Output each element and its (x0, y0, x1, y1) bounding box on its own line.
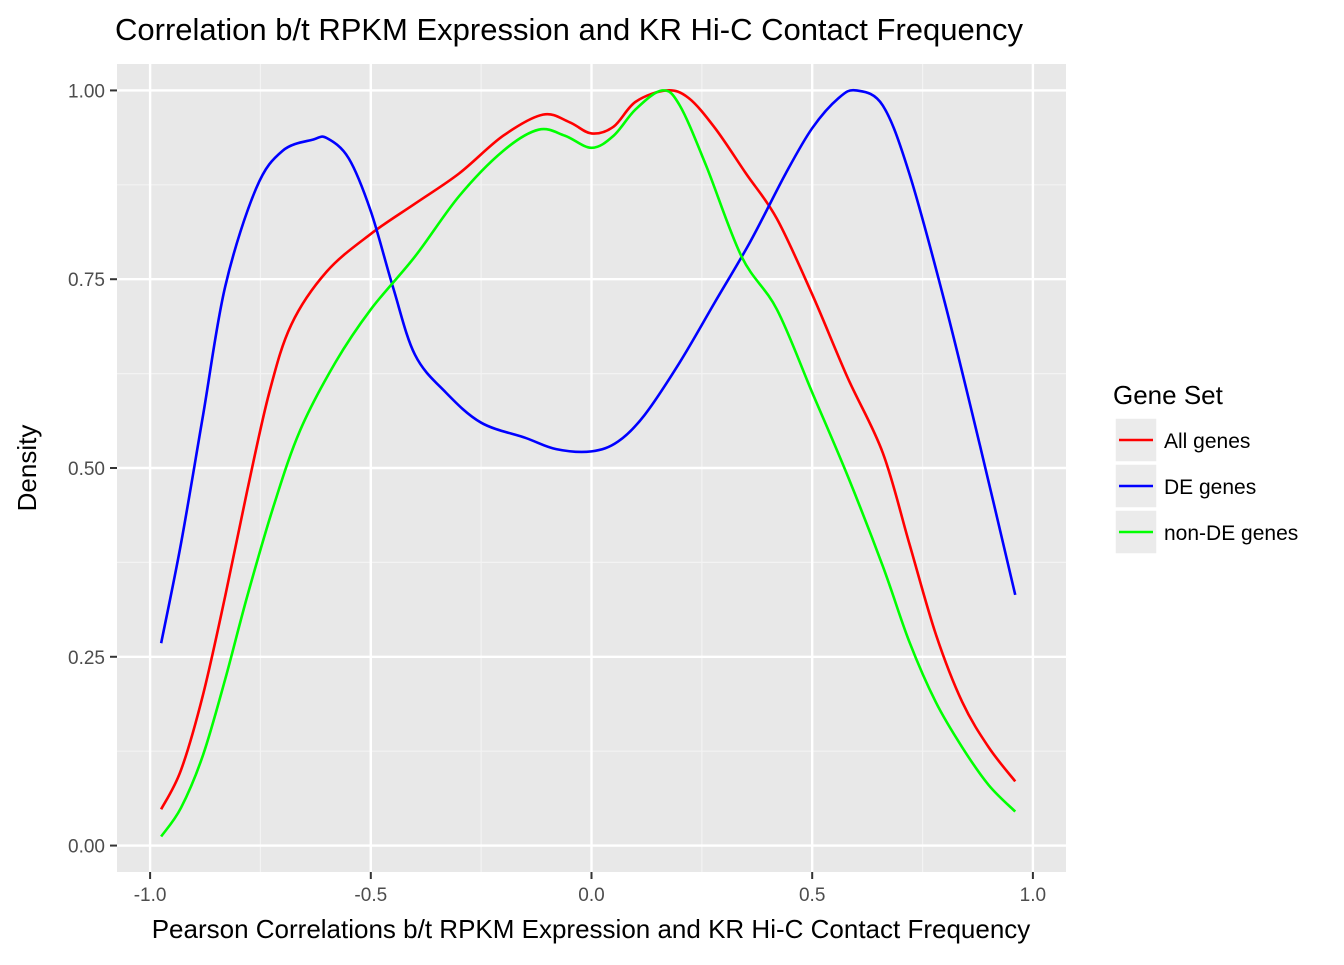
y-tick-label: 0.25 (68, 648, 105, 669)
x-tick-label: -1.0 (134, 885, 167, 906)
y-tick-label: 0.50 (68, 459, 105, 480)
y-axis: 0.00 0.25 0.50 0.75 1.00 (68, 81, 117, 858)
x-axis: -1.0 -0.5 0.0 0.5 1.0 (134, 872, 1046, 906)
x-tick-label: 0.5 (799, 885, 825, 906)
chart-title: Correlation b/t RPKM Expression and KR H… (115, 12, 1023, 47)
series-line-all-genes (159, 89, 1017, 810)
legend: Gene Set All genes DE genes non-DE genes (1113, 380, 1298, 555)
y-tick-label: 0.00 (68, 837, 105, 858)
legend-label-all-genes: All genes (1164, 430, 1250, 453)
legend-label-non-de-genes: non-DE genes (1164, 522, 1298, 545)
legend-label-de-genes: DE genes (1164, 476, 1256, 499)
series-line-de-genes (159, 88, 1017, 644)
x-axis-title: Pearson Correlations b/t RPKM Expression… (152, 914, 1031, 944)
legend-items: All genes DE genes non-DE genes (1114, 417, 1298, 555)
y-tick-label: 0.75 (68, 270, 105, 291)
x-tick-label: 1.0 (1020, 885, 1046, 906)
major-grid (117, 64, 1066, 872)
series-line-non-de-genes (160, 89, 1017, 838)
x-tick-label: 0.0 (578, 885, 604, 906)
series-lines (159, 88, 1017, 838)
x-tick-label: -0.5 (354, 885, 387, 906)
y-tick-label: 1.00 (68, 81, 105, 102)
legend-title: Gene Set (1113, 380, 1224, 410)
y-axis-title: Density (12, 425, 42, 512)
